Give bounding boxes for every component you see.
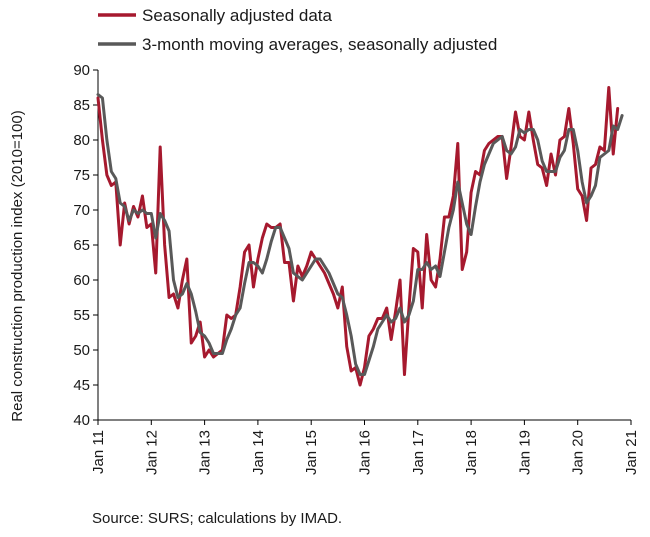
x-tick-label: Jan 15 [303,430,320,475]
x-tick-label: Jan 14 [250,430,267,475]
x-tick-label: Jan 13 [197,430,214,475]
x-tick-label: Jan 21 [623,430,640,475]
y-tick-label: 70 [73,202,90,219]
y-ticks: 40 45 50 55 60 65 70 75 80 85 90 [73,62,98,429]
series-line-seasonally-adjusted [96,86,620,387]
y-tick-label: 40 [73,412,90,429]
y-axis-title: Real construction production index (2010… [9,110,26,421]
x-tick-label: Jan 19 [516,430,533,475]
series-layer [96,86,624,387]
legend-label-seasonally-adjusted: Seasonally adjusted data [142,6,333,25]
y-tick-label: 90 [73,62,90,79]
x-tick-label: Jan 17 [410,430,427,475]
source-note: Source: SURS; calculations by IMAD. [92,510,342,527]
x-tick-label: Jan 20 [570,430,587,475]
y-tick-label: 60 [73,272,90,289]
x-tick-label: Jan 12 [143,430,160,475]
y-tick-label: 50 [73,342,90,359]
x-tick-label: Jan 11 [90,430,107,474]
y-tick-label: 85 [73,97,90,114]
x-tick-label: Jan 18 [463,430,480,475]
legend-label-moving-average: 3-month moving averages, seasonally adju… [142,35,497,54]
x-tick-label: Jan 16 [357,430,374,475]
series-line-moving-average [96,93,624,376]
y-tick-label: 75 [73,167,90,184]
y-tick-label: 45 [73,377,90,394]
y-tick-label: 65 [73,237,90,254]
legend: Seasonally adjusted data 3-month moving … [98,6,497,54]
y-tick-label: 80 [73,132,90,149]
y-tick-label: 55 [73,307,90,324]
x-ticks: Jan 11 Jan 12 Jan 13 Jan 14 Jan 15 Jan 16 Jan … [90,420,640,475]
